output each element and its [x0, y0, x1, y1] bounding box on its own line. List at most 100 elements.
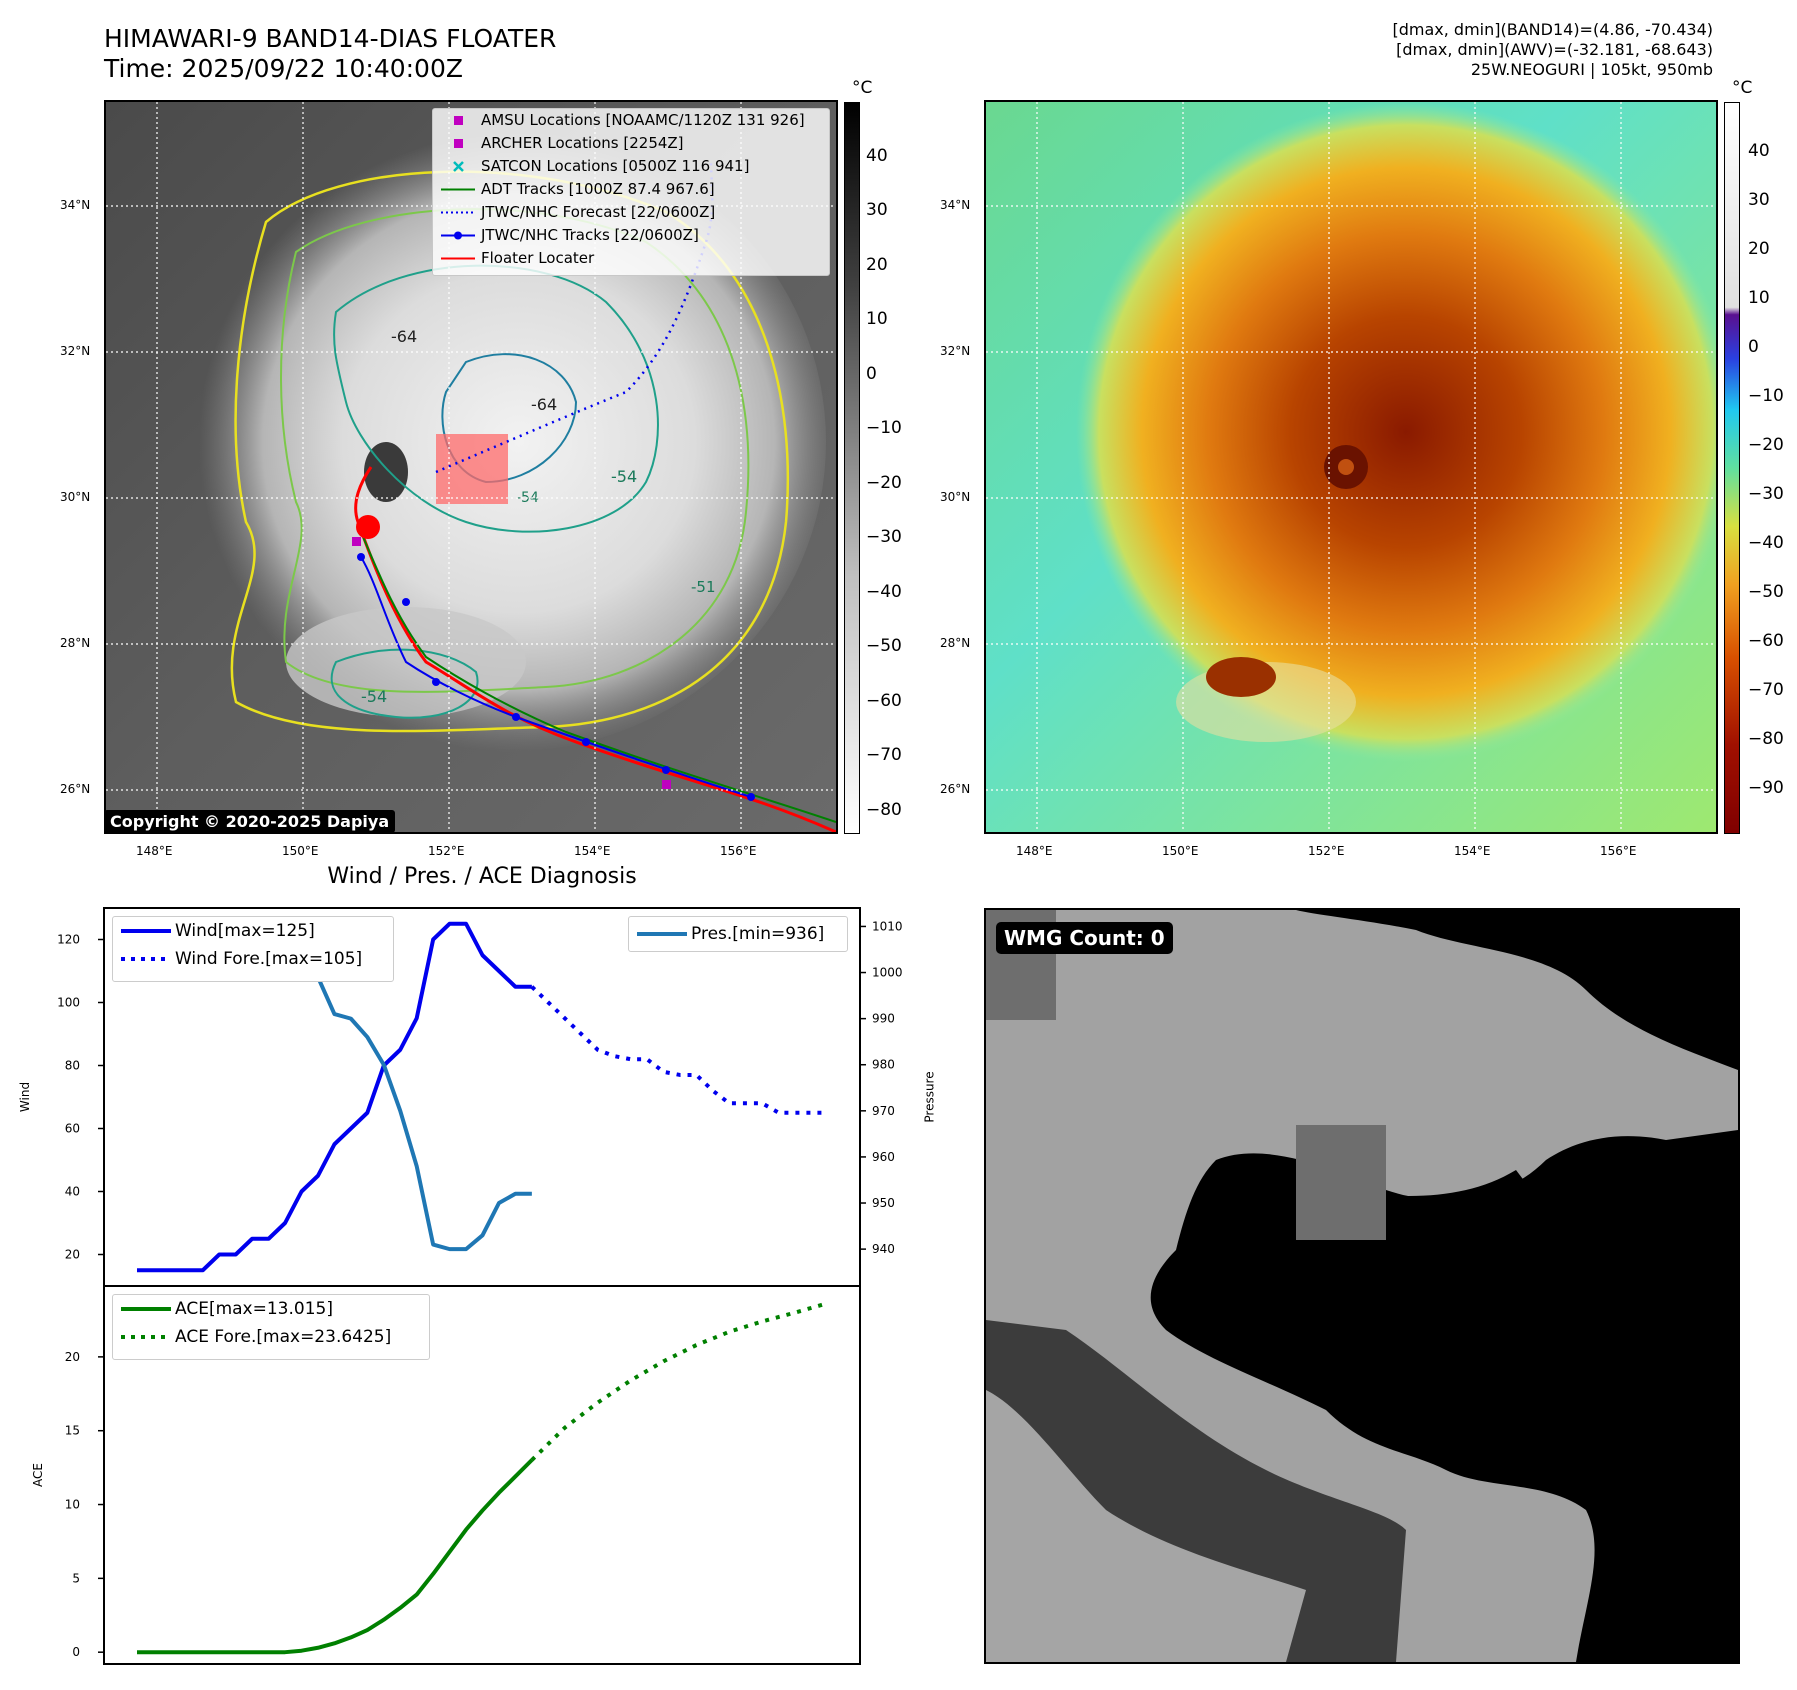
series-line-ace-forecast [530, 1301, 829, 1462]
lat-label: 34°N [940, 198, 971, 212]
lat-label: 26°N [940, 782, 971, 796]
forecast-track [435, 161, 714, 474]
line-icon [637, 932, 687, 936]
amsu-marker [662, 780, 671, 789]
enhanced-ir-svg [986, 102, 1716, 832]
ace-y-tick-label: 0 [72, 1645, 80, 1659]
legend-item-wind: Wind[max=125] [113, 917, 393, 945]
colorbar-tick: −40 [1748, 533, 1784, 553]
info-awv: [dmax, dmin](AWV)=(-32.181, -68.643) [1396, 40, 1713, 59]
legend-item-tracks: JTWC/NHC Tracks [22/0600Z] [433, 224, 829, 247]
colorbar-tick: 20 [1748, 239, 1770, 259]
dotted-line-icon [121, 957, 171, 961]
lon-label: 154°E [1454, 844, 1491, 858]
lat-label: 30°N [60, 490, 91, 504]
lat-label: 26°N [60, 782, 91, 796]
colorbar-tick: −60 [866, 691, 902, 711]
colorbar-tick: −80 [1748, 729, 1784, 749]
wind-y-tick-label: 100 [57, 996, 80, 1010]
legend-item-floater: Floater Locater [433, 247, 829, 270]
archer-marker [352, 537, 361, 546]
pressure-y-tick-label: 970 [872, 1104, 895, 1118]
colorbar-tick: −40 [866, 582, 902, 602]
series-line-wind-forecast [530, 985, 828, 1115]
colorbar-tick: 30 [866, 200, 888, 220]
pressure-y-tick-label: 950 [872, 1196, 895, 1210]
line-icon [121, 929, 171, 933]
colorbar-tick: −60 [1748, 631, 1784, 651]
wind-y-tick-label: 120 [57, 933, 80, 947]
ace-y-tick-label: 15 [65, 1424, 80, 1438]
wind-y-tick-label: 20 [65, 1248, 80, 1262]
pressure-axis-label: Pressure [922, 1071, 937, 1123]
lat-label: 32°N [940, 344, 971, 358]
enhanced-eye [1338, 459, 1354, 475]
wmg-svg [986, 910, 1738, 1662]
title-satellite: HIMAWARI-9 BAND14-DIAS FLOATER [104, 24, 557, 53]
ace-y-tick-label: 10 [65, 1498, 80, 1512]
series-line-ace [137, 1458, 534, 1655]
title-time: Time: 2025/09/22 10:40:00Z [104, 54, 463, 83]
colorbar-tick: −10 [1748, 386, 1784, 406]
square-marker-icon [454, 116, 463, 125]
contour-label: -51 [691, 578, 716, 596]
info-band14: [dmax, dmin](BAND14)=(4.86, -70.434) [1392, 20, 1714, 39]
colorbar-unit: °C [852, 78, 873, 98]
dotted-line-icon [441, 211, 475, 214]
lon-label: 148°E [136, 844, 173, 858]
colorbar-enhanced [1724, 102, 1740, 834]
pressure-y-tick-label: 1000 [872, 966, 903, 980]
pressure-y-tick-label: 940 [872, 1242, 895, 1256]
contour-label: -54 [611, 467, 637, 486]
legend-item-ace-forecast: ACE Fore.[max=23.6425] [113, 1323, 429, 1351]
jtwc-point [432, 678, 440, 686]
lat-label: 30°N [940, 490, 971, 504]
adt-track [360, 531, 836, 823]
jtwc-point [402, 598, 410, 606]
enhanced-storm [1076, 102, 1716, 762]
legend-item-forecast: JTWC/NHC Forecast [22/0600Z] [433, 201, 829, 224]
lon-label: 156°E [1600, 844, 1637, 858]
line-icon [441, 188, 475, 191]
legend-item-amsu: AMSU Locations [NOAAMC/1120Z 131 926] [433, 109, 829, 132]
colorbar-tick: −50 [866, 636, 902, 656]
contour-label: -64 [531, 395, 557, 414]
wmg-count-badge: WMG Count: 0 [996, 922, 1173, 954]
colorbar-tick: −20 [1748, 435, 1784, 455]
colorbar-tick: −70 [866, 745, 902, 765]
line-icon [121, 1307, 171, 1311]
colorbar-tick: 30 [1748, 190, 1770, 210]
contour-label: -64 [391, 327, 417, 346]
lat-label: 34°N [60, 198, 91, 212]
colorbar-tick: 10 [866, 309, 888, 329]
jtwc-point [662, 766, 670, 774]
lon-label: 156°E [720, 844, 757, 858]
colorbar-tick: −70 [1748, 680, 1784, 700]
enhanced-cold-cell [1206, 657, 1276, 697]
colorbar-tick: −90 [1748, 778, 1784, 798]
colorbar-tick: −80 [866, 800, 902, 820]
copyright-badge: Copyright © 2020-2025 Dapiya [104, 810, 396, 833]
pressure-legend: Pres.[min=936] [628, 916, 848, 952]
legend-item-adt: ADT Tracks [1000Z 87.4 967.6] [433, 178, 829, 201]
colorbar-tick: 40 [1748, 141, 1770, 161]
wind-legend: Wind[max=125] Wind Fore.[max=105] [112, 916, 394, 982]
floater-marker [356, 515, 380, 539]
pressure-y-tick-label: 990 [872, 1012, 895, 1026]
enhanced-ir-panel [984, 100, 1718, 834]
colorbar-tick: 0 [866, 364, 877, 384]
series-line-wind [137, 921, 532, 1273]
legend-item-satcon: SATCON Locations [0500Z 116 941] [433, 155, 829, 178]
line-icon [441, 257, 475, 260]
colorbar-gray [844, 102, 860, 834]
diagnosis-title: Wind / Pres. / ACE Diagnosis [327, 864, 637, 889]
lat-label: 28°N [60, 636, 91, 650]
ace-legend: ACE[max=13.015] ACE Fore.[max=23.6425] [112, 1294, 430, 1360]
lon-label: 152°E [428, 844, 465, 858]
ace-y-tick-label: 5 [72, 1571, 80, 1585]
ace-y-tick-label: 20 [65, 1350, 80, 1364]
map-legend: AMSU Locations [NOAAMC/1120Z 131 926] AR… [432, 108, 830, 276]
colorbar-tick: −30 [1748, 484, 1784, 504]
ace-axis-label: ACE [30, 1463, 45, 1487]
wind-y-tick-label: 40 [65, 1185, 80, 1199]
